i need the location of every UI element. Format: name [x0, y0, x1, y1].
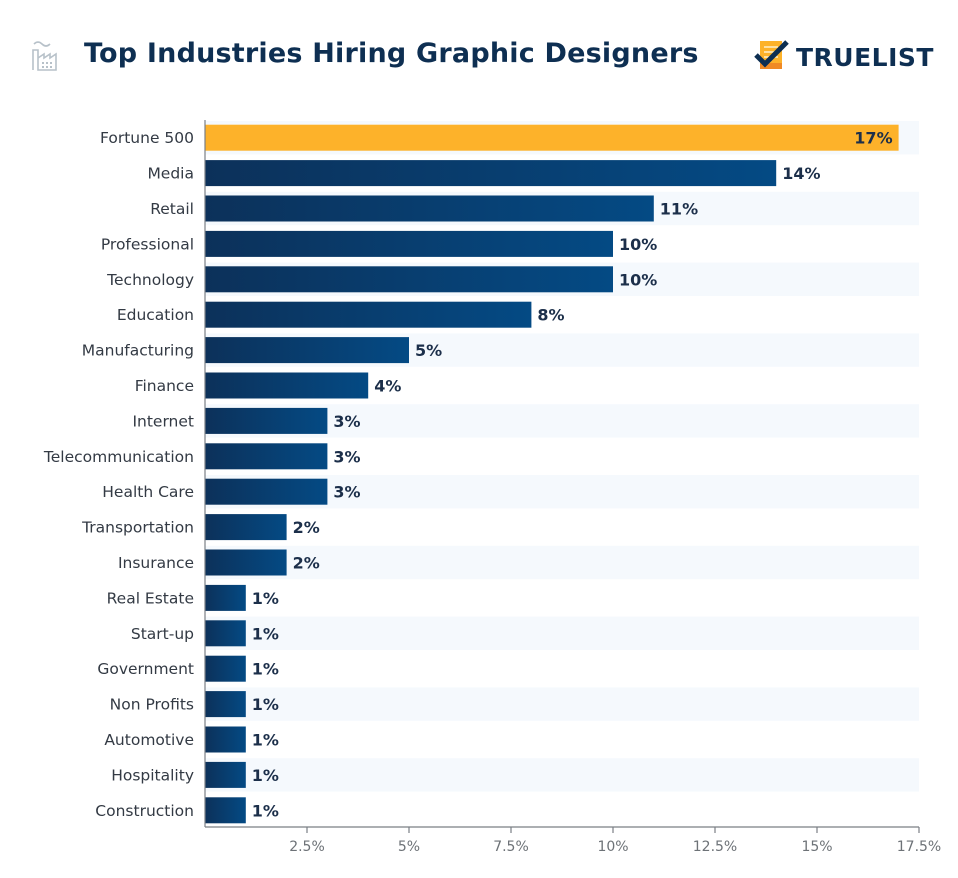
- bar-education: [205, 301, 532, 328]
- bar-media: [205, 160, 777, 187]
- category-label: Professional: [101, 235, 194, 253]
- x-tick-label: 17.5%: [897, 839, 941, 855]
- row-stripe: [205, 616, 919, 650]
- category-label: Technology: [106, 271, 194, 289]
- category-label: Hospitality: [111, 766, 194, 784]
- category-label: Education: [117, 306, 194, 324]
- value-label: 1%: [252, 695, 279, 714]
- value-label: 2%: [293, 554, 320, 573]
- truelist-logo: TRUELIST: [754, 38, 934, 77]
- value-label: 2%: [293, 518, 320, 537]
- bar-professional: [205, 230, 613, 257]
- x-tick-label: 12.5%: [693, 839, 737, 855]
- value-label: 1%: [252, 660, 279, 679]
- value-label: 11%: [660, 200, 698, 219]
- value-label: 1%: [252, 731, 279, 750]
- row-stripe: [205, 545, 919, 580]
- factory-icon: [28, 38, 64, 74]
- bar-transportation: [205, 514, 287, 541]
- bar-hospitality: [205, 761, 246, 788]
- category-label: Media: [147, 165, 194, 183]
- chart-title: Top Industries Hiring Graphic Designers: [84, 38, 699, 69]
- x-tick-label: 2.5%: [289, 839, 325, 855]
- category-label: Automotive: [104, 731, 194, 749]
- bar-construction: [205, 797, 246, 824]
- category-label: Transportation: [81, 519, 194, 537]
- category-label: Insurance: [118, 554, 194, 572]
- category-label: Health Care: [102, 483, 194, 501]
- x-tick-label: 15%: [801, 839, 832, 855]
- bar-technology: [205, 266, 613, 293]
- value-label: 10%: [619, 270, 657, 289]
- category-label: Telecommunication: [43, 448, 194, 466]
- row-stripe: [205, 687, 919, 721]
- bar-telecommunication: [205, 443, 328, 470]
- bar-manufacturing: [205, 337, 409, 364]
- category-label: Internet: [132, 412, 194, 430]
- bar-real-estate: [205, 584, 246, 611]
- value-label: 14%: [782, 164, 820, 183]
- bar-start-up: [205, 620, 246, 647]
- value-label: 3%: [333, 447, 360, 466]
- category-label: Government: [97, 660, 194, 678]
- value-label: 4%: [374, 377, 401, 396]
- category-label: Non Profits: [110, 696, 194, 714]
- row-stripe: [205, 758, 919, 792]
- value-label: 10%: [619, 235, 657, 254]
- category-label: Real Estate: [107, 589, 194, 607]
- bar-fortune-500: [205, 124, 899, 151]
- category-label: Manufacturing: [82, 342, 194, 360]
- bar-government: [205, 655, 246, 682]
- category-label: Finance: [135, 377, 194, 395]
- x-tick-label: 7.5%: [493, 839, 529, 855]
- bar-retail: [205, 195, 654, 222]
- value-label: 17%: [854, 129, 892, 148]
- brand-name: TRUELIST: [796, 42, 934, 72]
- value-label: 8%: [537, 306, 564, 325]
- value-label: 1%: [252, 766, 279, 785]
- category-label: Construction: [95, 802, 194, 820]
- value-label: 3%: [333, 412, 360, 431]
- bar-internet: [205, 407, 328, 434]
- category-label: Start-up: [131, 625, 194, 643]
- bar-automotive: [205, 726, 246, 753]
- value-label: 3%: [333, 483, 360, 502]
- value-label: 1%: [252, 624, 279, 643]
- category-label: Fortune 500: [100, 129, 194, 147]
- bar-finance: [205, 372, 369, 399]
- x-tick-label: 10%: [597, 839, 628, 855]
- value-label: 5%: [415, 341, 442, 360]
- value-label: 1%: [252, 589, 279, 608]
- category-label: Retail: [150, 200, 194, 218]
- checklist-logo-icon: [754, 38, 790, 77]
- value-label: 1%: [252, 801, 279, 820]
- bar-non-profits: [205, 691, 246, 718]
- bar-insurance: [205, 549, 287, 576]
- bar-health-care: [205, 478, 328, 505]
- x-tick-label: 5%: [398, 839, 420, 855]
